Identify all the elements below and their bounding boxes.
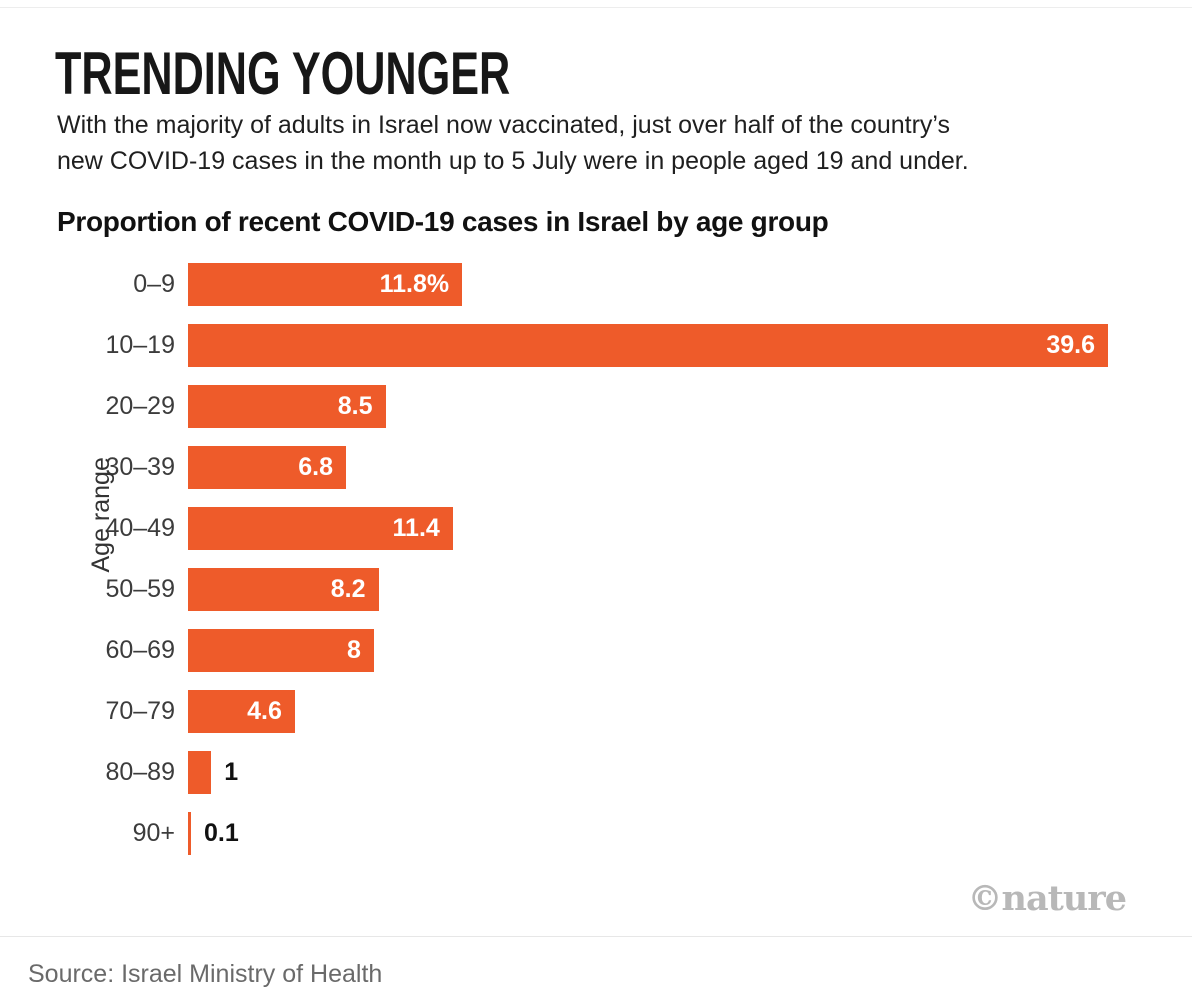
bar-chart: 0–9 11.8% 10–19 39.6 20–29 8.5 30–39 6.8 40–49 11…	[0, 263, 1192, 873]
category-label: 10–19	[105, 331, 175, 359]
value-label: 4.6	[247, 697, 282, 725]
category-label: 90+	[132, 819, 175, 847]
bar-track: 8.5	[188, 385, 1192, 428]
bar-row: 10–19 39.6	[0, 324, 1192, 367]
category-label: 70–79	[105, 697, 175, 725]
bar-row: 30–39 6.8	[0, 446, 1192, 489]
y-axis-label: Age range	[87, 457, 116, 573]
nature-watermark: ©nature	[967, 878, 1127, 919]
bar-row: 70–79 4.6	[0, 690, 1192, 733]
category-label: 50–59	[105, 575, 175, 603]
category-label: 80–89	[105, 758, 175, 786]
bar: 39.6	[188, 324, 1108, 367]
bar-row: 0–9 11.8%	[0, 263, 1192, 306]
bar-track: 11.4	[188, 507, 1192, 550]
bar-track: 8	[188, 629, 1192, 672]
bar	[188, 812, 191, 855]
category-label: 20–29	[105, 392, 175, 420]
subtitle: With the majority of adults in Israel no…	[57, 108, 969, 179]
subtitle-line-2: new COVID-19 cases in the month up to 5 …	[57, 146, 969, 175]
bar-row: 20–29 8.5	[0, 385, 1192, 428]
value-label: 11.8%	[379, 270, 450, 298]
category-label: 60–69	[105, 636, 175, 664]
category-label: 40–49	[105, 514, 175, 542]
bar-track: 11.8%	[188, 263, 1192, 306]
subtitle-line-1: With the majority of adults in Israel no…	[57, 111, 951, 139]
bar-track: 0.1	[188, 812, 1192, 855]
bar-row: 90+ 0.1	[0, 812, 1192, 855]
bar-row: 40–49 11.4	[0, 507, 1192, 550]
value-label: 0.1	[204, 819, 239, 847]
bar-track: 39.6	[188, 324, 1192, 367]
bar-row: 50–59 8.2	[0, 568, 1192, 611]
bar-row: 80–89 1	[0, 751, 1192, 794]
value-label: 39.6	[1046, 331, 1095, 359]
bar: 11.8%	[188, 263, 463, 306]
bar-track: 8.2	[188, 568, 1192, 611]
value-label: 6.8	[298, 453, 333, 481]
footer-divider	[0, 936, 1192, 937]
category-label: 30–39	[105, 453, 175, 481]
value-label: 8	[346, 636, 361, 664]
top-divider	[0, 7, 1192, 8]
bar-row: 60–69 8	[0, 629, 1192, 672]
bar: 8	[188, 629, 374, 672]
bar	[188, 751, 212, 794]
bar: 11.4	[188, 507, 453, 550]
bar: 8.5	[188, 385, 386, 428]
source-credit: Source: Israel Ministry of Health	[28, 960, 383, 988]
bar: 6.8	[188, 446, 346, 489]
page-title: TRENDING YOUNGER	[55, 40, 511, 107]
value-label: 8.5	[337, 392, 373, 420]
bar-track: 6.8	[188, 446, 1192, 489]
bar-track: 1	[188, 751, 1192, 794]
bar: 4.6	[188, 690, 295, 733]
value-label: 11.4	[392, 514, 440, 542]
bar-track: 4.6	[188, 690, 1192, 733]
value-label: 1	[224, 758, 239, 786]
value-label: 8.2	[330, 575, 366, 603]
bar: 8.2	[188, 568, 379, 611]
category-label: 0–9	[133, 270, 175, 298]
chart-title: Proportion of recent COVID-19 cases in I…	[57, 206, 829, 237]
